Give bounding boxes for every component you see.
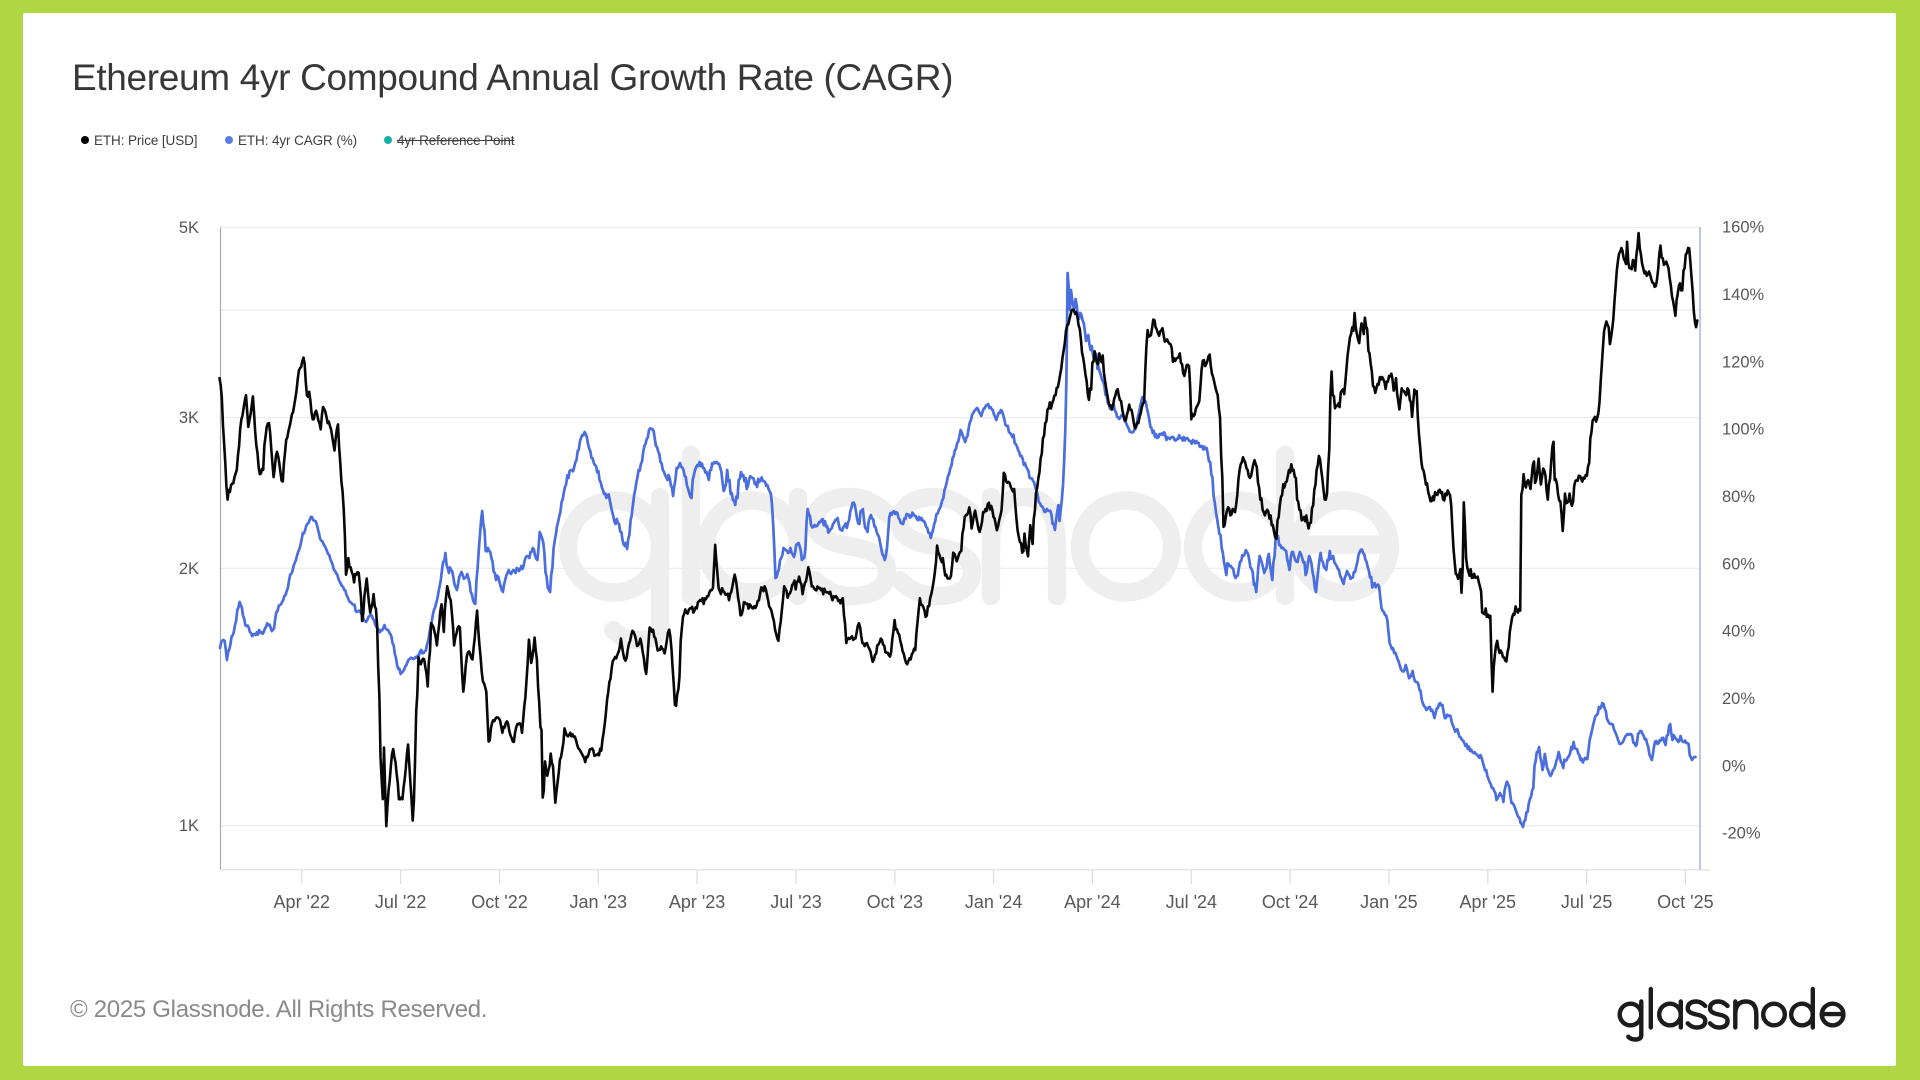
svg-text:Apr '25: Apr '25 xyxy=(1460,892,1516,912)
svg-text:Jul '24: Jul '24 xyxy=(1166,892,1217,912)
svg-text:Oct '24: Oct '24 xyxy=(1262,892,1318,912)
svg-text:120%: 120% xyxy=(1722,353,1765,371)
svg-text:Jul '22: Jul '22 xyxy=(375,892,426,912)
svg-text:40%: 40% xyxy=(1722,623,1755,641)
svg-text:1K: 1K xyxy=(179,817,199,835)
svg-text:0%: 0% xyxy=(1722,757,1746,775)
svg-text:Jan '25: Jan '25 xyxy=(1360,892,1417,912)
svg-text:5K: 5K xyxy=(179,219,199,237)
svg-text:60%: 60% xyxy=(1722,555,1755,573)
svg-text:Oct '25: Oct '25 xyxy=(1657,892,1713,912)
svg-text:100%: 100% xyxy=(1722,421,1765,439)
svg-text:Oct '23: Oct '23 xyxy=(867,892,923,912)
svg-text:20%: 20% xyxy=(1722,690,1755,708)
svg-text:-20%: -20% xyxy=(1722,825,1761,843)
svg-text:Jul '25: Jul '25 xyxy=(1561,892,1612,912)
svg-text:160%: 160% xyxy=(1722,219,1765,237)
svg-text:Jan '24: Jan '24 xyxy=(965,892,1022,912)
svg-text:Apr '23: Apr '23 xyxy=(669,892,725,912)
svg-text:Jan '23: Jan '23 xyxy=(570,892,627,912)
svg-text:Apr '24: Apr '24 xyxy=(1064,892,1120,912)
svg-text:140%: 140% xyxy=(1722,286,1765,304)
svg-text:2K: 2K xyxy=(179,560,199,578)
svg-text:Apr '22: Apr '22 xyxy=(274,892,330,912)
svg-text:3K: 3K xyxy=(179,409,199,427)
svg-text:Jul '23: Jul '23 xyxy=(770,892,821,912)
svg-text:Oct '22: Oct '22 xyxy=(471,892,527,912)
svg-text:80%: 80% xyxy=(1722,488,1755,506)
